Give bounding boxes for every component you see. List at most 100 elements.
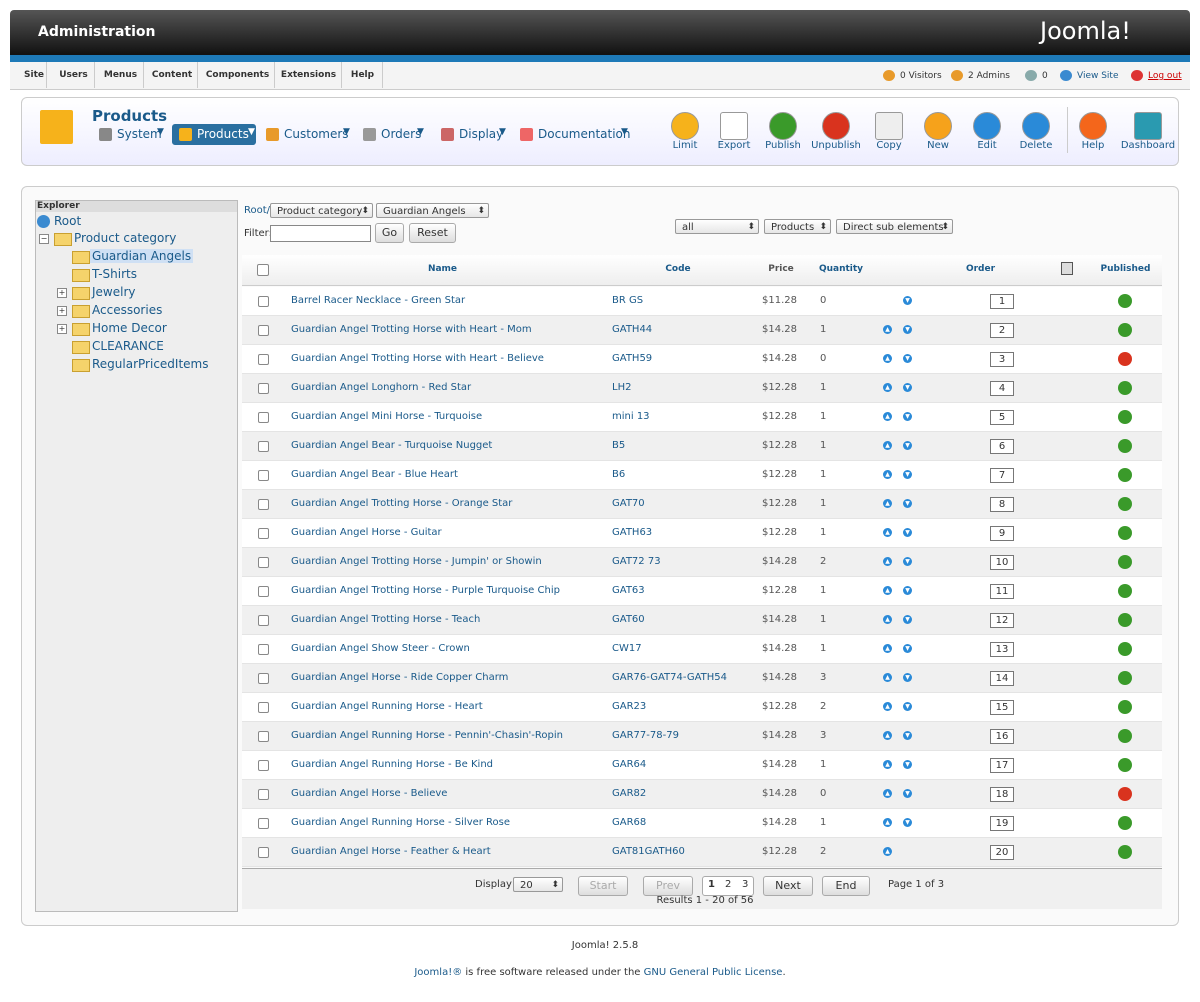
row-checkbox[interactable] [258, 441, 269, 452]
published-icon[interactable] [1118, 613, 1132, 627]
tree-item[interactable]: CLEARANCE [90, 339, 166, 353]
column-header[interactable]: Name [283, 264, 602, 274]
toolbar-button[interactable]: Unpublish [808, 110, 864, 151]
tree-category[interactable]: Product category [74, 231, 176, 245]
column-header[interactable]: Published [1089, 264, 1162, 274]
move-down[interactable]: ▼ [903, 325, 912, 334]
row-checkbox[interactable] [258, 731, 269, 742]
move-up[interactable]: ▲ [883, 354, 892, 363]
row-checkbox[interactable] [258, 818, 269, 829]
tree-item[interactable]: Jewelry [90, 285, 138, 299]
next-button[interactable]: Next [763, 876, 813, 896]
toolbar-button[interactable]: Delete [1008, 110, 1064, 151]
published-icon[interactable] [1118, 294, 1132, 308]
product-name[interactable]: Guardian Angel Bear - Turquoise Nugget [291, 432, 492, 460]
published-icon[interactable] [1118, 642, 1132, 656]
product-name[interactable]: Guardian Angel Running Horse - Pennin'-C… [291, 722, 563, 750]
move-down[interactable]: ▼ [903, 470, 912, 479]
row-checkbox[interactable] [258, 644, 269, 655]
published-icon[interactable] [1118, 787, 1132, 801]
select[interactable]: Product category [270, 203, 373, 218]
product-name[interactable]: Guardian Angel Horse - Feather & Heart [291, 838, 491, 866]
row-checkbox[interactable] [258, 499, 269, 510]
toolbar-button[interactable]: Limit [657, 110, 713, 151]
order-input[interactable]: 16 [990, 729, 1014, 744]
published-icon[interactable] [1118, 468, 1132, 482]
menu-item[interactable]: Menus [98, 62, 144, 88]
product-name[interactable]: Guardian Angel Running Horse - Silver Ro… [291, 809, 510, 837]
product-name[interactable]: Guardian Angel Trotting Horse with Heart… [291, 316, 532, 344]
footer-link[interactable]: GNU General Public License [644, 967, 783, 978]
product-name[interactable]: Guardian Angel Mini Horse - Turquoise [291, 403, 482, 431]
column-header[interactable]: Code [604, 264, 752, 274]
move-up[interactable]: ▲ [883, 847, 892, 856]
published-icon[interactable] [1118, 584, 1132, 598]
move-down[interactable]: ▼ [903, 615, 912, 624]
menu-item[interactable]: Help [343, 62, 383, 88]
limit-select[interactable]: 20 [513, 877, 563, 892]
nav-item[interactable]: Products [197, 127, 249, 141]
product-name[interactable]: Guardian Angel Running Horse - Be Kind [291, 751, 493, 779]
nav-item[interactable]: Display [459, 127, 503, 141]
move-up[interactable]: ▲ [883, 760, 892, 769]
page-number[interactable]: 2 [725, 879, 731, 890]
product-name[interactable]: Guardian Angel Bear - Blue Heart [291, 461, 458, 489]
select[interactable]: Products [764, 219, 831, 234]
move-down[interactable]: ▼ [903, 412, 912, 421]
move-down[interactable]: ▼ [903, 673, 912, 682]
order-input[interactable]: 7 [990, 468, 1014, 483]
order-input[interactable]: 10 [990, 555, 1014, 570]
order-input[interactable]: 15 [990, 700, 1014, 715]
product-name[interactable]: Guardian Angel Horse - Believe [291, 780, 447, 808]
reset-button[interactable]: Reset [409, 223, 456, 243]
move-down[interactable]: ▼ [903, 789, 912, 798]
published-icon[interactable] [1118, 671, 1132, 685]
move-up[interactable]: ▲ [883, 789, 892, 798]
footer-link[interactable]: Joomla!® [414, 967, 462, 978]
toolbar-button[interactable]: Help [1065, 110, 1121, 151]
order-input[interactable]: 12 [990, 613, 1014, 628]
move-up[interactable]: ▲ [883, 557, 892, 566]
product-name[interactable]: Guardian Angel Running Horse - Heart [291, 693, 483, 721]
move-up[interactable]: ▲ [883, 412, 892, 421]
product-name[interactable]: Guardian Angel Trotting Horse with Heart… [291, 345, 544, 373]
tree-item[interactable]: T-Shirts [90, 267, 139, 281]
product-name[interactable]: Guardian Angel Trotting Horse - Teach [291, 606, 480, 634]
menu-item[interactable]: Content [147, 62, 198, 88]
move-up[interactable]: ▲ [883, 528, 892, 537]
column-header[interactable]: Price [754, 264, 808, 274]
published-icon[interactable] [1118, 526, 1132, 540]
move-down[interactable]: ▼ [903, 644, 912, 653]
order-input[interactable]: 18 [990, 787, 1014, 802]
order-input[interactable]: 4 [990, 381, 1014, 396]
move-down[interactable]: ▼ [903, 702, 912, 711]
tree-item[interactable]: Guardian Angels [90, 249, 193, 263]
nav-item[interactable]: Customers [284, 127, 349, 141]
menu-item[interactable]: Users [53, 62, 95, 88]
product-name[interactable]: Guardian Angel Trotting Horse - Orange S… [291, 490, 512, 518]
go-button[interactable]: Go [375, 223, 404, 243]
move-down[interactable]: ▼ [903, 586, 912, 595]
row-checkbox[interactable] [258, 615, 269, 626]
move-up[interactable]: ▲ [883, 615, 892, 624]
tree-item[interactable]: Home Decor [90, 321, 169, 335]
tree-item[interactable]: RegularPricedItems [90, 357, 210, 371]
row-checkbox[interactable] [258, 702, 269, 713]
expand-box[interactable]: + [57, 324, 67, 334]
order-input[interactable]: 13 [990, 642, 1014, 657]
select-all[interactable] [257, 264, 269, 276]
published-icon[interactable] [1118, 816, 1132, 830]
row-checkbox[interactable] [258, 383, 269, 394]
published-icon[interactable] [1118, 758, 1132, 772]
column-header[interactable]: Quantity [810, 264, 872, 274]
menu-item[interactable]: Extensions [276, 62, 342, 88]
move-up[interactable]: ▲ [883, 383, 892, 392]
row-checkbox[interactable] [258, 557, 269, 568]
save-order-icon[interactable] [1061, 262, 1073, 275]
row-checkbox[interactable] [258, 354, 269, 365]
product-name[interactable]: Guardian Angel Trotting Horse - Purple T… [291, 577, 560, 605]
page-number[interactable]: 3 [742, 879, 748, 890]
menu-item[interactable]: Site [22, 62, 47, 88]
published-icon[interactable] [1118, 729, 1132, 743]
column-header[interactable]: Order [874, 264, 1087, 274]
